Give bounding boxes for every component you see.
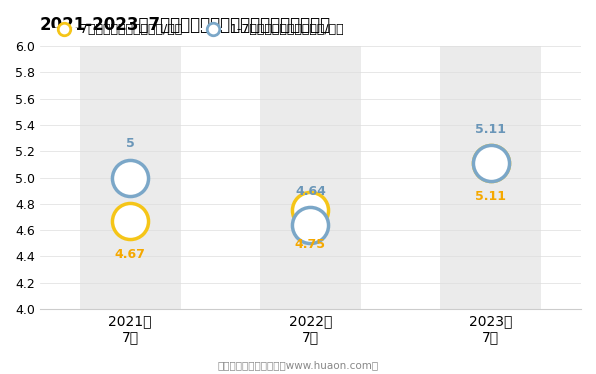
Text: 4.67: 4.67 [114, 248, 145, 261]
Text: 4.64: 4.64 [295, 185, 326, 198]
Text: 4.75: 4.75 [295, 237, 326, 251]
Text: 制图：华经产业研究院（www.huaon.com）: 制图：华经产业研究院（www.huaon.com） [218, 360, 378, 370]
Text: 5.11: 5.11 [476, 190, 507, 203]
Bar [260, 46, 361, 309]
Legend: 7月期货成交均价（万元/手）, 1-7月期货成交均价（万元/手）: 7月期货成交均价（万元/手）, 1-7月期货成交均价（万元/手） [46, 18, 349, 41]
Bar [79, 46, 181, 309]
Text: 5: 5 [126, 138, 135, 150]
Bar [440, 46, 541, 309]
Text: 2021-2023年7月郑州商品交易所花生仁期货成交均价: 2021-2023年7月郑州商品交易所花生仁期货成交均价 [40, 15, 331, 34]
Text: 5.11: 5.11 [476, 123, 507, 136]
